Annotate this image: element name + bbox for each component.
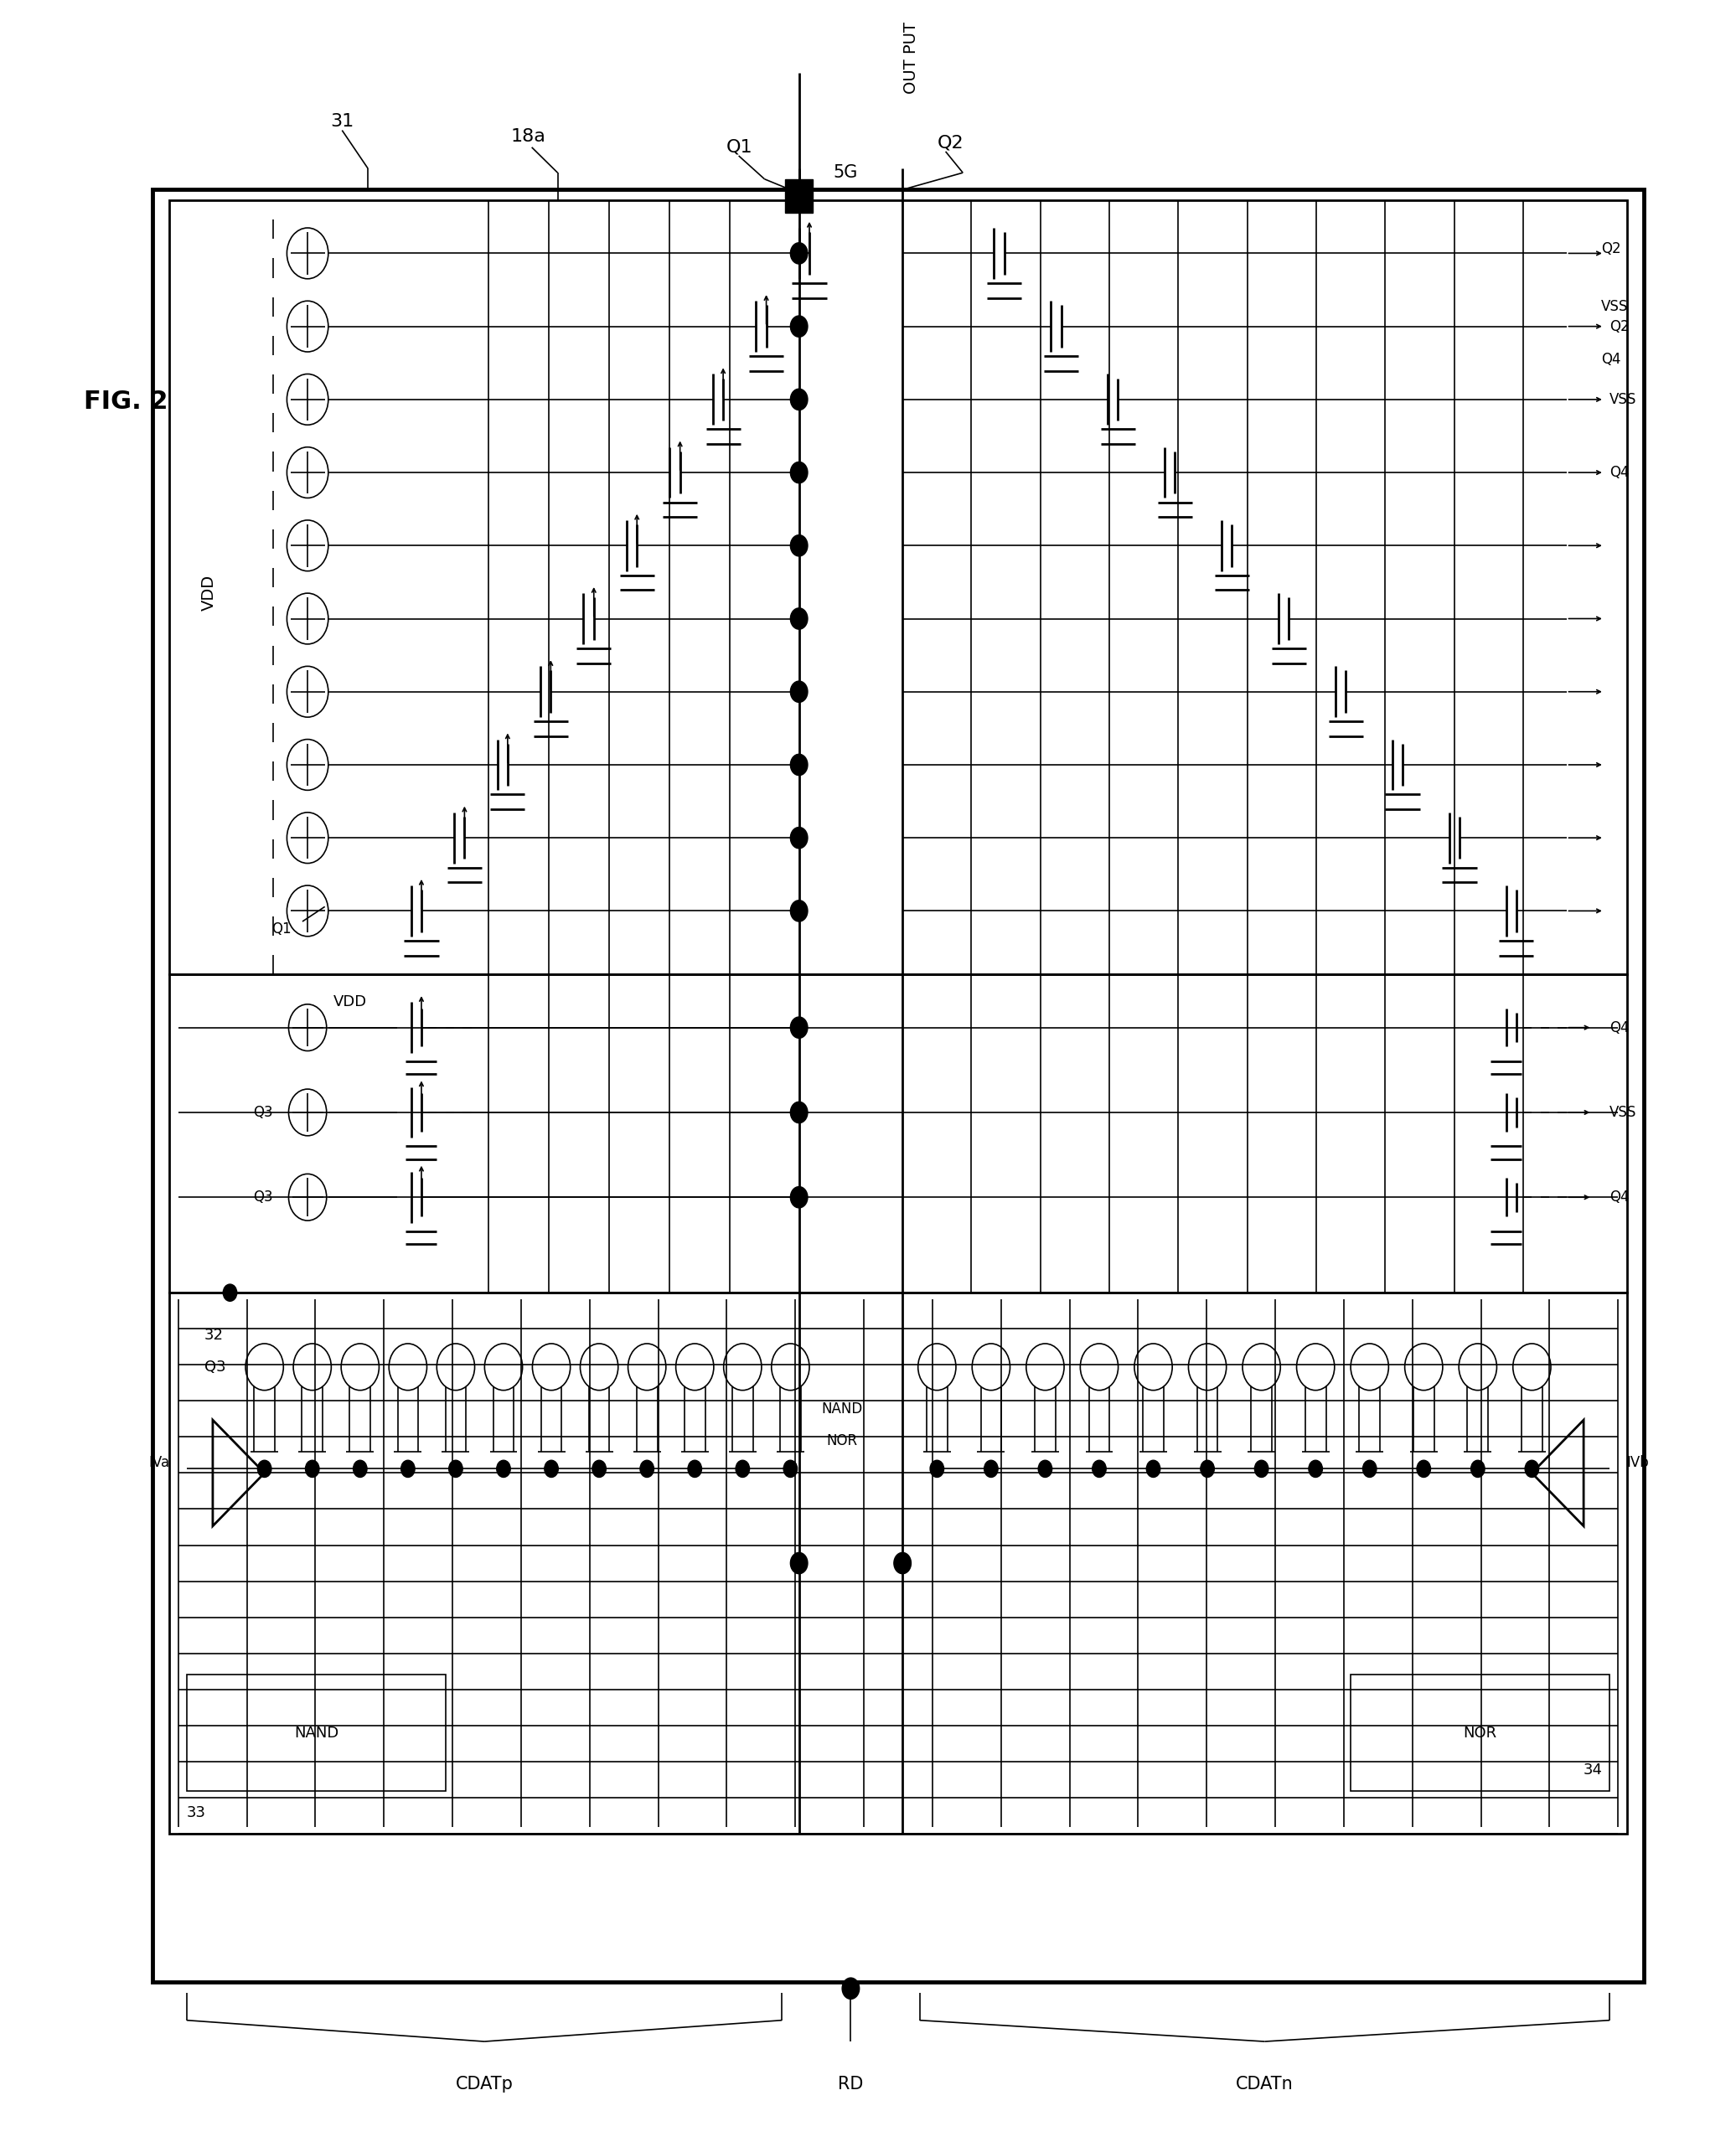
Text: 34: 34 xyxy=(1583,1763,1602,1778)
Circle shape xyxy=(1201,1460,1213,1477)
Circle shape xyxy=(257,1460,271,1477)
Circle shape xyxy=(790,389,807,410)
Circle shape xyxy=(736,1460,750,1477)
Circle shape xyxy=(352,1460,366,1477)
Circle shape xyxy=(1038,1460,1052,1477)
Bar xyxy=(153,189,1644,1982)
Text: IVb: IVb xyxy=(1627,1456,1649,1471)
Circle shape xyxy=(842,1977,859,1999)
Circle shape xyxy=(790,462,807,483)
Circle shape xyxy=(401,1460,415,1477)
Text: VSS: VSS xyxy=(1609,1106,1637,1121)
Text: NOR: NOR xyxy=(1463,1726,1496,1741)
Circle shape xyxy=(224,1284,236,1301)
Circle shape xyxy=(1092,1460,1106,1477)
Circle shape xyxy=(687,1460,701,1477)
Circle shape xyxy=(783,1460,797,1477)
Bar xyxy=(187,1675,446,1791)
Circle shape xyxy=(306,1460,319,1477)
Circle shape xyxy=(450,1460,462,1477)
Bar xyxy=(170,975,1627,1292)
Text: NAND: NAND xyxy=(293,1726,339,1741)
Text: VSS: VSS xyxy=(1609,393,1637,408)
Circle shape xyxy=(790,1187,807,1209)
Circle shape xyxy=(496,1460,510,1477)
Circle shape xyxy=(790,681,807,702)
Text: Q2: Q2 xyxy=(1601,243,1621,258)
Text: Q3: Q3 xyxy=(253,1189,273,1204)
Text: VDD: VDD xyxy=(201,575,217,610)
Circle shape xyxy=(790,316,807,337)
Circle shape xyxy=(790,827,807,848)
Circle shape xyxy=(1146,1460,1160,1477)
Circle shape xyxy=(790,754,807,775)
Text: 31: 31 xyxy=(330,114,354,131)
Bar xyxy=(1351,1675,1609,1791)
Text: Q3: Q3 xyxy=(253,1106,273,1121)
Text: OUT PUT: OUT PUT xyxy=(903,21,918,94)
Circle shape xyxy=(790,900,807,921)
Text: 32: 32 xyxy=(205,1327,224,1342)
Circle shape xyxy=(1524,1460,1538,1477)
Text: NAND: NAND xyxy=(821,1402,863,1417)
Circle shape xyxy=(1309,1460,1323,1477)
Circle shape xyxy=(592,1460,606,1477)
Text: CDATn: CDATn xyxy=(1236,2076,1293,2093)
Text: 33: 33 xyxy=(187,1806,207,1821)
Text: RD: RD xyxy=(838,2076,863,2093)
Bar xyxy=(170,1292,1627,1834)
Circle shape xyxy=(545,1460,559,1477)
Circle shape xyxy=(894,1552,911,1574)
Text: NOR: NOR xyxy=(826,1434,858,1449)
Circle shape xyxy=(641,1460,654,1477)
Circle shape xyxy=(1417,1460,1430,1477)
Circle shape xyxy=(1470,1460,1484,1477)
Text: Q2: Q2 xyxy=(1609,320,1630,335)
Text: Q1: Q1 xyxy=(273,921,292,936)
Text: 5G: 5G xyxy=(833,165,858,180)
Text: FIG. 2: FIG. 2 xyxy=(83,389,168,414)
Circle shape xyxy=(790,1552,807,1574)
Text: Q2: Q2 xyxy=(937,135,963,152)
Circle shape xyxy=(984,1460,998,1477)
Bar xyxy=(785,178,812,213)
Text: VDD: VDD xyxy=(333,994,366,1009)
Text: Q3: Q3 xyxy=(205,1359,226,1374)
Circle shape xyxy=(930,1460,944,1477)
Circle shape xyxy=(790,243,807,264)
Text: VSS: VSS xyxy=(1601,298,1628,313)
Circle shape xyxy=(790,1018,807,1039)
Text: CDATp: CDATp xyxy=(455,2076,514,2093)
Text: Q4: Q4 xyxy=(1609,466,1628,481)
Text: Q4: Q4 xyxy=(1601,352,1620,367)
Circle shape xyxy=(1255,1460,1269,1477)
Circle shape xyxy=(790,535,807,556)
Bar xyxy=(170,200,1627,975)
Text: 18a: 18a xyxy=(510,129,547,146)
Circle shape xyxy=(790,1101,807,1123)
Text: Q1: Q1 xyxy=(727,140,753,155)
Text: IVa: IVa xyxy=(149,1456,170,1471)
Circle shape xyxy=(1363,1460,1377,1477)
Text: Q4: Q4 xyxy=(1609,1020,1628,1035)
Circle shape xyxy=(790,608,807,629)
Text: Q4: Q4 xyxy=(1609,1189,1628,1204)
